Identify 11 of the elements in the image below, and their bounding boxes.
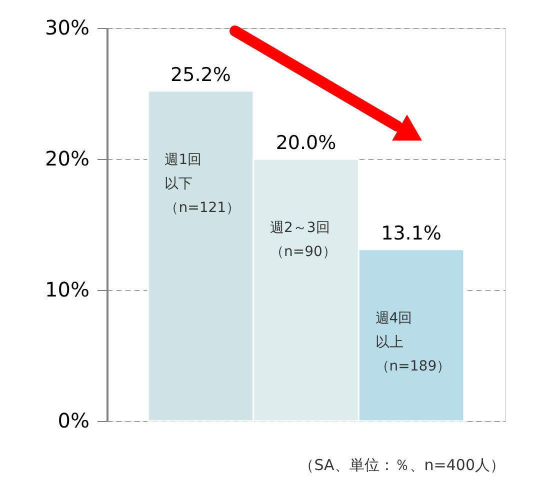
data-label: 25.2%: [170, 64, 231, 86]
data-label: 13.1%: [381, 222, 442, 244]
y-tick-label: 30%: [45, 16, 90, 40]
x-tick-label: 週2～3回（n=90）: [270, 220, 336, 260]
y-tick-label: 0%: [58, 408, 90, 432]
x-tick-label: 週1回以下（n=121）: [164, 152, 240, 216]
text: （SA、単位：％、n=400人）: [299, 456, 505, 474]
x-tick-label: 週4回以上（n=189）: [375, 310, 451, 374]
y-tick-label: 20%: [45, 146, 90, 170]
y-tick-label: 10%: [45, 278, 90, 302]
data-label: 20.0%: [276, 132, 336, 154]
